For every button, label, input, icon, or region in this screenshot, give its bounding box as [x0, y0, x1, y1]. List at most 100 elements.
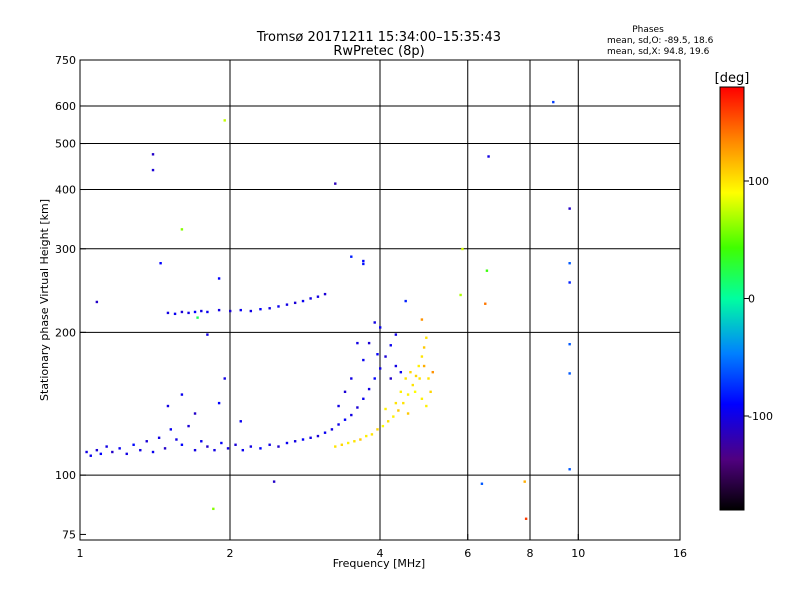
data-point: [461, 247, 464, 251]
data-point: [323, 431, 327, 434]
legend-title: Phases: [632, 25, 664, 35]
data-point: [268, 443, 271, 446]
data-point: [568, 468, 571, 471]
data-point: [425, 404, 428, 408]
data-point: [334, 445, 337, 448]
data-point: [422, 364, 426, 368]
data-point: [223, 119, 226, 122]
data-point: [89, 454, 92, 457]
data-point: [524, 517, 528, 520]
data-point: [169, 428, 173, 431]
data-point: [105, 445, 108, 448]
data-point: [431, 370, 434, 374]
data-point: [392, 415, 395, 418]
data-point: [480, 482, 484, 485]
data-point: [259, 447, 262, 450]
data-point: [151, 168, 155, 172]
data-point: [394, 333, 398, 336]
data-point: [429, 390, 432, 394]
data-point: [365, 434, 368, 438]
data-point: [379, 367, 382, 370]
axis-ticks: 1 2 4 6 8 10 16 75 100 200 300 400 500 600 750: [55, 54, 687, 560]
data-point: [196, 316, 199, 319]
data-point: [259, 307, 262, 311]
data-point: [337, 404, 340, 408]
data-point: [330, 428, 334, 431]
data-point: [389, 344, 392, 347]
x-tick-label: 6: [464, 547, 471, 560]
data-point: [159, 262, 162, 265]
data-point: [373, 321, 376, 324]
data-point: [293, 301, 297, 305]
data-point: [425, 336, 428, 339]
data-point: [389, 377, 392, 380]
data-point: [234, 443, 237, 446]
data-point: [301, 299, 305, 303]
data-point: [568, 342, 571, 346]
data-point: [422, 346, 426, 349]
y-tick-label: 400: [55, 184, 76, 197]
data-point: [568, 262, 571, 265]
data-point: [484, 302, 487, 305]
data-point: [309, 436, 312, 439]
data-point: [316, 295, 320, 298]
data-point: [187, 424, 190, 428]
data-point: [163, 447, 167, 450]
data-point: [145, 440, 148, 443]
data-point: [367, 387, 371, 391]
data-point: [293, 440, 297, 443]
data-point: [180, 443, 184, 446]
data-point: [487, 155, 490, 158]
data-point: [206, 445, 209, 448]
data-point: [206, 310, 209, 314]
x-tick-label: 10: [571, 547, 585, 560]
colorbar-tick-label: -100: [748, 410, 773, 423]
colorbar-ticks: -100 0 100: [744, 175, 773, 423]
x-tick-label: 16: [673, 547, 687, 560]
legend-line-o: mean, sd,O: -89.5, 18.6: [607, 36, 714, 46]
data-point: [381, 424, 385, 428]
data-point: [343, 390, 347, 394]
data-point: [350, 413, 353, 417]
data-point: [420, 397, 424, 400]
data-point: [399, 390, 403, 394]
data-point: [277, 445, 280, 448]
data-point: [180, 228, 184, 231]
y-tick-label: 75: [62, 528, 76, 541]
data-point: [118, 447, 121, 450]
data-point: [367, 341, 371, 345]
data-point: [340, 443, 344, 446]
data-point: [406, 393, 410, 396]
data-point: [125, 452, 128, 456]
data-point: [200, 440, 203, 443]
data-point: [193, 448, 197, 452]
data-point: [552, 100, 555, 104]
y-tick-label: 500: [55, 138, 76, 151]
data-point: [180, 393, 184, 396]
data-point: [309, 297, 312, 300]
data-point: [249, 309, 253, 313]
data-point: [406, 412, 410, 415]
data-point: [362, 259, 365, 263]
y-tick-label: 100: [55, 469, 76, 482]
data-point: [394, 364, 398, 368]
data-points: [85, 100, 571, 520]
data-point: [213, 448, 216, 452]
data-point: [353, 440, 356, 443]
data-point: [193, 412, 197, 415]
data-point: [175, 438, 178, 441]
x-tick-label: 4: [377, 547, 384, 560]
data-point: [316, 434, 320, 438]
data-point: [568, 207, 571, 210]
data-point: [111, 450, 114, 454]
data-point: [241, 448, 245, 452]
data-point: [362, 397, 365, 400]
data-point: [418, 377, 421, 380]
data-point: [399, 370, 403, 374]
data-point: [226, 447, 230, 450]
data-point: [95, 300, 99, 304]
data-point: [417, 364, 420, 368]
data-point: [337, 423, 340, 426]
data-point: [359, 438, 362, 441]
data-point: [404, 377, 407, 380]
